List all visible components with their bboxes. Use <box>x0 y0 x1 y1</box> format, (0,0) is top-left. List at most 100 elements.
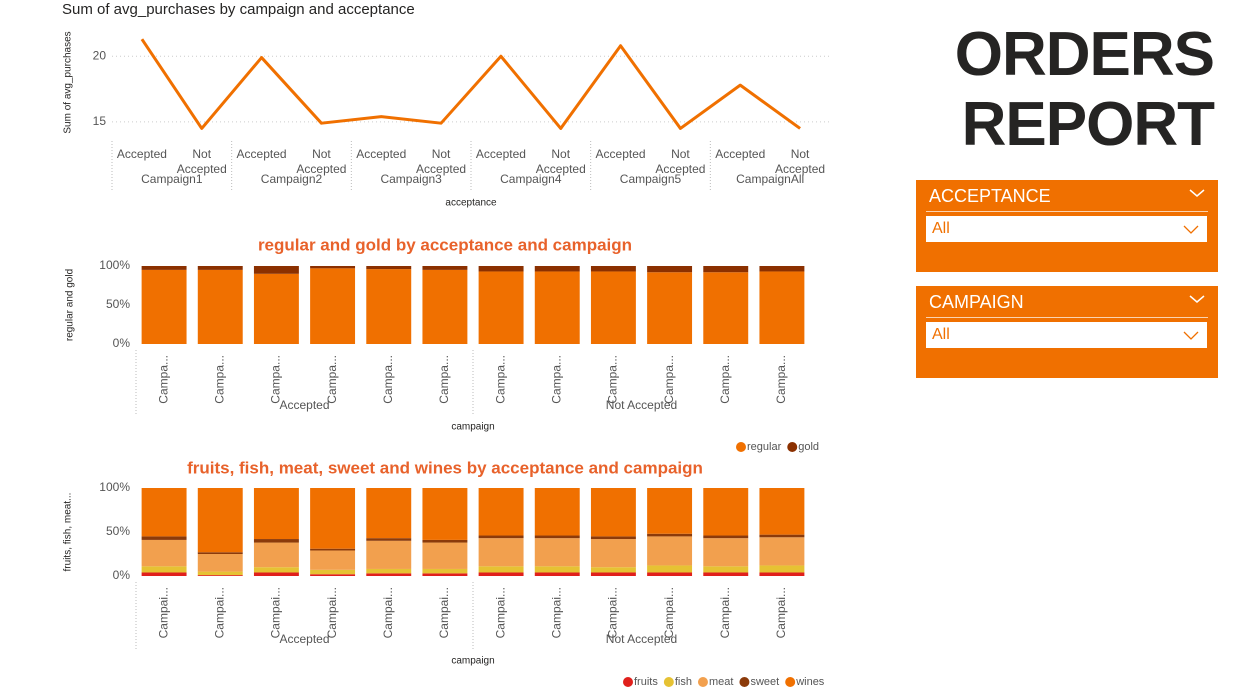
x-tick-label: Accepted <box>236 147 287 161</box>
bar-segment <box>422 539 468 543</box>
group-label: Campaign3 <box>380 172 442 186</box>
y-axis-label: Sum of avg_purchases <box>63 31 74 133</box>
slicer-rule <box>926 211 1208 212</box>
y-axis-label: regular and gold <box>65 269 76 341</box>
y-tick-label: 0% <box>113 336 131 350</box>
x-tick-label: Campai... <box>718 587 732 638</box>
legend-marker <box>663 677 674 687</box>
bar-segment <box>422 488 468 540</box>
bar-segment <box>197 552 243 554</box>
x-tick-label: Accepted <box>116 147 167 161</box>
x-axis-label: campaign <box>451 422 494 433</box>
bar-segment <box>253 266 299 274</box>
bar-segment <box>647 533 693 537</box>
bar-segment <box>534 566 580 573</box>
legend-label: fish <box>675 676 692 688</box>
bar-segment <box>590 488 636 537</box>
slicer-title: CAMPAIGN <box>929 292 1024 312</box>
x-tick-label: Campai... <box>156 587 170 638</box>
bar-segment <box>590 536 636 540</box>
bar-segment <box>197 554 243 572</box>
bar-segment <box>478 535 524 539</box>
bar-segment <box>478 572 524 576</box>
x-tick-label: Campa... <box>549 355 563 404</box>
bar-segment <box>478 488 524 536</box>
bar-segment <box>310 550 356 570</box>
bar-segment <box>422 573 468 576</box>
legend-label: meat <box>709 676 733 688</box>
acceptance-slicer[interactable]: ACCEPTANCE All <box>916 180 1218 272</box>
bar-segment <box>759 266 805 272</box>
bar-segment <box>366 266 412 270</box>
bar-segment <box>534 572 580 576</box>
x-tick-label: Not Accepted <box>655 147 706 176</box>
x-tick-label: Campa... <box>493 355 507 404</box>
bar-segment <box>478 538 524 567</box>
bar-segment <box>197 266 243 270</box>
bar-segment <box>197 571 243 576</box>
x-tick-label: Not Accepted <box>535 147 586 176</box>
dropdown-chevron <box>1183 225 1199 234</box>
x-tick-label: Not Accepted <box>296 147 347 176</box>
x-axis-label: acceptance <box>445 198 497 209</box>
bar-segment <box>253 567 299 573</box>
bar-segment <box>534 488 580 536</box>
bar-segment <box>310 569 356 575</box>
slicer-dropdown[interactable]: All <box>926 322 1207 348</box>
legend-marker <box>697 677 708 687</box>
bar-segment <box>759 565 805 573</box>
bar-segment <box>197 488 243 553</box>
bar-segment <box>590 567 636 573</box>
bar-segment <box>366 538 412 541</box>
bar-segment <box>141 269 187 344</box>
bar-segment <box>534 266 580 272</box>
slicer-dropdown[interactable]: All <box>926 216 1207 242</box>
bar-segment <box>422 542 468 569</box>
x-axis-label: campaign <box>451 656 494 667</box>
bar-segment <box>366 488 412 539</box>
x-tick-label: Campai... <box>606 587 620 638</box>
bar-segment <box>647 272 693 344</box>
x-tick-label: Not Accepted <box>775 147 826 176</box>
x-tick-label: Campa... <box>212 355 226 404</box>
bar-segment <box>647 266 693 273</box>
legend-label: regular <box>747 441 782 453</box>
x-tick-label: Campai... <box>212 587 226 638</box>
campaign-slicer[interactable]: CAMPAIGN All <box>916 286 1218 378</box>
legend-marker <box>785 677 796 687</box>
chart-title: regular and gold by acceptance and campa… <box>258 235 632 254</box>
x-tick-label: Campa... <box>269 355 283 404</box>
report-title: ORDERS REPORT <box>954 20 1215 159</box>
bar-segment <box>141 488 187 537</box>
x-tick-label: Campa... <box>662 355 676 404</box>
bar-segment <box>310 266 356 269</box>
bar-segment <box>141 266 187 270</box>
dropdown-chevron <box>1183 331 1199 340</box>
bar-segment <box>141 566 187 573</box>
bar-segment <box>141 536 187 540</box>
slicer-title: ACCEPTANCE <box>929 186 1051 206</box>
bar-segment <box>366 568 412 574</box>
legend-label: gold <box>798 441 819 453</box>
group-label: Accepted <box>279 632 329 646</box>
bar-segment <box>141 572 187 576</box>
x-tick-label: Not Accepted <box>176 147 227 176</box>
bar-segment <box>366 573 412 576</box>
y-tick-label: 50% <box>106 524 130 538</box>
x-tick-label: Campai... <box>325 587 339 638</box>
bar-segment <box>534 535 580 539</box>
x-tick-label: Accepted <box>715 147 766 161</box>
bar-segment <box>590 572 636 576</box>
bar-segment <box>253 542 299 568</box>
x-tick-label: Accepted <box>475 147 526 161</box>
bar-segment <box>534 538 580 567</box>
bar-segment <box>366 540 412 569</box>
legend-marker <box>739 677 750 687</box>
group-label: Campaign4 <box>500 172 562 186</box>
bar-segment <box>253 273 299 344</box>
x-tick-label: Campai... <box>493 587 507 638</box>
x-tick-label: Campa... <box>156 355 170 404</box>
slicer-rule <box>926 317 1208 318</box>
y-tick-label: 50% <box>106 297 130 311</box>
